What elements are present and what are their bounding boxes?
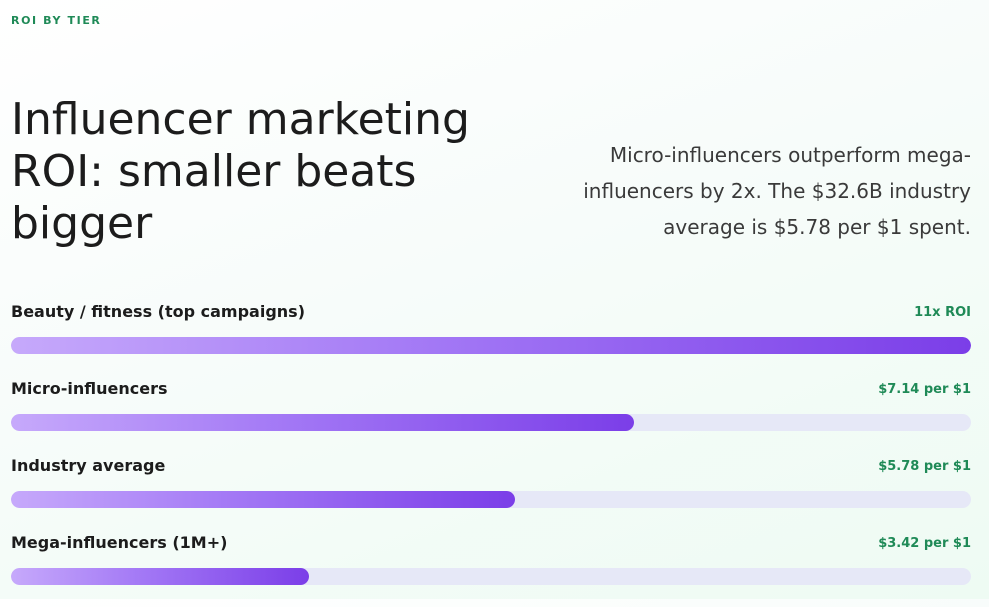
bar-label: Beauty / fitness (top campaigns) [11, 302, 306, 321]
bar-value-label: $3.42 per $1 [878, 536, 971, 551]
bar-fill [11, 414, 635, 431]
bar-row: Beauty / fitness (top campaigns) 11x ROI [11, 299, 971, 376]
bar-track [11, 568, 971, 585]
eyebrow-label: ROI BY TIER [11, 14, 102, 27]
bar-track [11, 414, 971, 431]
bar-value-label: $5.78 per $1 [878, 459, 971, 474]
bar-value-label: $7.14 per $1 [878, 382, 971, 397]
bar-row: Industry average $5.78 per $1 [11, 453, 971, 530]
bar-row: Micro-influencers $7.14 per $1 [11, 376, 971, 453]
bar-track [11, 491, 971, 508]
bar-row: Mega-influencers (1M+) $3.42 per $1 [11, 530, 971, 607]
page-title: Influencer marketing ROI: smaller beats … [11, 94, 470, 249]
subtitle: Micro-influencers outperform mega-influe… [583, 143, 971, 239]
roi-bar-chart: Beauty / fitness (top campaigns) 11x ROI… [11, 299, 971, 607]
bar-fill [11, 337, 971, 354]
bar-track [11, 337, 971, 354]
bar-value-label: 11x ROI [914, 305, 971, 320]
bar-fill [11, 568, 310, 585]
bar-label: Mega-influencers (1M+) [11, 533, 228, 552]
bar-label: Industry average [11, 456, 166, 475]
bar-label: Micro-influencers [11, 379, 168, 398]
bar-fill [11, 491, 516, 508]
